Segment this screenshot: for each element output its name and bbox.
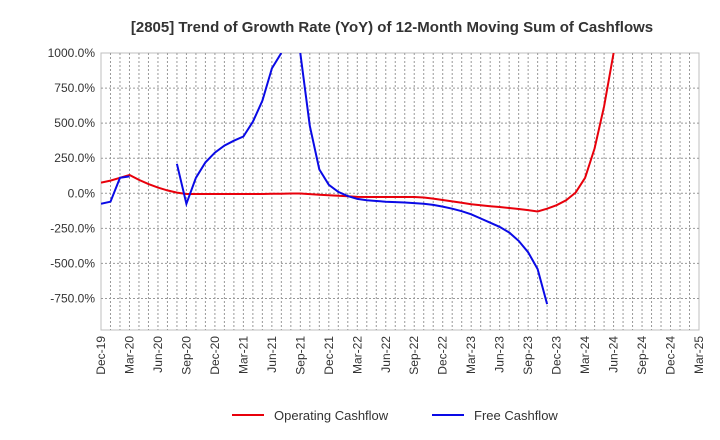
y-tick-label: 750.0% [54, 81, 95, 95]
y-tick-label: -750.0% [50, 291, 95, 305]
legend-label: Operating Cashflow [274, 408, 389, 423]
y-tick-label: 1000.0% [48, 46, 96, 60]
x-tick-label: Mar-25 [692, 336, 706, 374]
x-tick-label: Mar-22 [350, 336, 364, 374]
x-tick-label: Mar-24 [578, 336, 592, 374]
legend-label: Free Cashflow [474, 408, 558, 423]
x-tick-label: Dec-23 [550, 336, 564, 375]
x-tick-label: Sep-21 [293, 336, 307, 375]
x-tick-label: Dec-19 [94, 336, 108, 375]
y-tick-label: -500.0% [50, 256, 95, 270]
x-tick-label: Mar-23 [464, 336, 478, 374]
x-tick-label: Mar-20 [122, 336, 136, 374]
x-axis: Dec-19 Mar-20 Jun-20 Sep-20 Dec-20 Mar-21 Jun-… [94, 336, 706, 375]
x-tick-label: Sep-22 [407, 336, 421, 375]
chart-title: [2805] Trend of Growth Rate (YoY) of 12-… [131, 19, 653, 36]
x-tick-label: Dec-22 [436, 336, 450, 375]
y-tick-label: -250.0% [50, 221, 95, 235]
x-tick-label: Jun-23 [493, 336, 507, 373]
plot-area [100, 52, 700, 331]
free-cashflow-line [101, 175, 130, 205]
y-tick-label: 500.0% [54, 116, 95, 130]
x-tick-label: Dec-20 [208, 336, 222, 375]
operating-cashflow-line [101, 53, 615, 213]
x-tick-label: Sep-24 [635, 336, 649, 375]
x-tick-label: Dec-21 [322, 336, 336, 375]
series-lines [101, 53, 615, 305]
x-tick-label: Sep-20 [179, 336, 193, 375]
x-tick-label: Sep-23 [521, 336, 535, 375]
free-cashflow-line [175, 53, 283, 208]
x-tick-label: Mar-21 [236, 336, 250, 374]
x-tick-label: Jun-21 [265, 336, 279, 373]
y-tick-label: 250.0% [54, 151, 95, 165]
x-tick-label: Jun-20 [151, 336, 165, 373]
x-tick-label: Jun-22 [379, 336, 393, 373]
y-tick-label: 0.0% [68, 186, 96, 200]
y-axis: 1000.0% 750.0% 500.0% 250.0% 0.0% -250.0% -500… [48, 46, 96, 305]
x-tick-label: Jun-24 [607, 336, 621, 373]
legend: Operating Cashflow Free Cashflow [232, 408, 558, 423]
free-cashflow-line [299, 53, 549, 305]
x-tick-label: Dec-24 [664, 336, 678, 375]
